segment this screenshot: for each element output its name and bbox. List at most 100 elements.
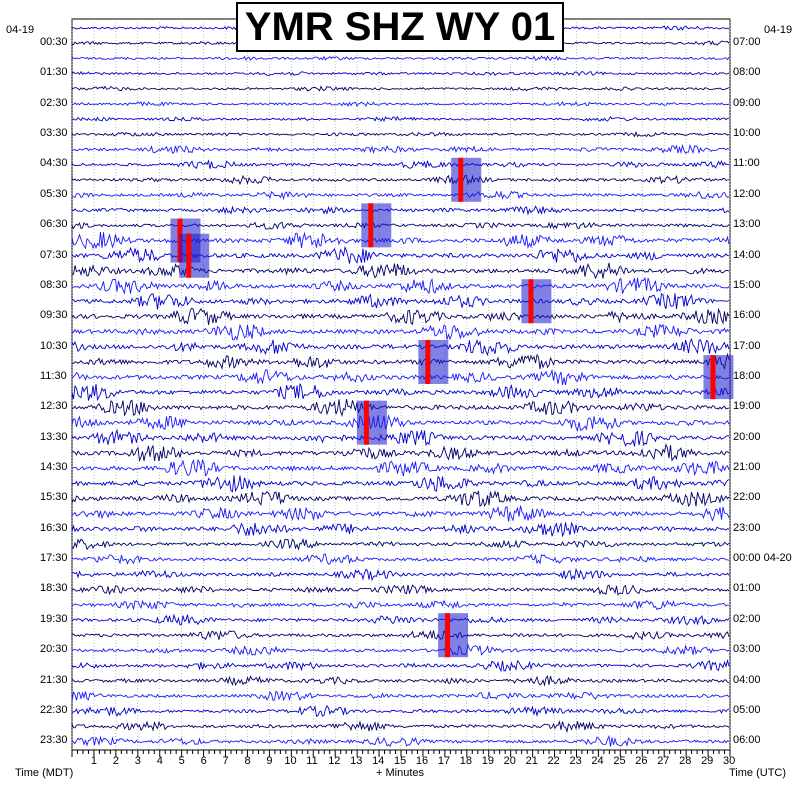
- right-time-label: 14:00: [733, 248, 761, 261]
- x-tick-label: 21: [525, 755, 538, 767]
- trace-row: [71, 443, 730, 462]
- x-tick-label: 29: [701, 755, 714, 767]
- seismic-traces: [71, 25, 730, 748]
- left-time-label: 14:30: [40, 461, 68, 474]
- trace-row: [71, 70, 730, 77]
- right-time-label: 02:00: [733, 612, 761, 625]
- x-tick-label: 10: [284, 755, 297, 767]
- right-time-label: 10:00: [733, 127, 761, 140]
- clipped-event: [363, 400, 369, 445]
- right-time-label: 11:00: [733, 157, 760, 170]
- trace-row: [71, 568, 730, 582]
- x-tick-label: 5: [178, 755, 185, 767]
- trace-row: [71, 475, 730, 493]
- x-tick-label: 18: [459, 755, 473, 767]
- trace-row: [71, 658, 730, 673]
- trace-row: [71, 130, 730, 138]
- event-burst: [361, 203, 392, 248]
- x-tick-label: 30: [723, 755, 736, 767]
- x-tick-label: 16: [415, 755, 429, 767]
- right-time-label: 18:00: [733, 369, 761, 382]
- left-time-label: 20:30: [40, 643, 68, 656]
- trace-row: [71, 613, 730, 626]
- right-time-label: 04:00: [733, 673, 761, 686]
- trace-row: [71, 720, 730, 734]
- x-tick-label: 13: [350, 755, 363, 767]
- left-time-label: 06:30: [40, 218, 68, 231]
- date-left: 04-19: [6, 24, 35, 36]
- right-time-label: 09:00: [733, 96, 761, 109]
- trace-row: [71, 553, 730, 565]
- x-tick-label: 1: [90, 755, 98, 767]
- left-time-label: 21:30: [40, 673, 68, 686]
- x-tick-label: 20: [503, 755, 516, 767]
- trace-row: [71, 458, 730, 477]
- x-tick-label: 24: [591, 755, 604, 767]
- right-time-label: 03:00: [733, 643, 761, 656]
- trace-row: [71, 383, 730, 402]
- right-time-label: 17:00: [733, 339, 761, 352]
- left-time-label: 01:30: [40, 66, 68, 79]
- x-tick-label: 15: [394, 755, 407, 767]
- trace-row: [71, 643, 730, 656]
- clipped-event: [528, 279, 534, 324]
- x-tick-label: 7: [222, 755, 229, 767]
- chart-title-box: YMR SHZ WY 01: [236, 2, 564, 52]
- clipped-events: [170, 157, 734, 658]
- trace-row: [71, 159, 730, 170]
- trace-row: [71, 307, 730, 326]
- left-time-label: 16:30: [40, 521, 68, 534]
- x-axis-ticks: [71, 750, 731, 757]
- x-tick-label: 3: [134, 755, 141, 767]
- trace-row: [71, 174, 730, 186]
- trace-row: [71, 85, 730, 92]
- trace-row: [71, 490, 730, 508]
- x-label-left: Time (MDT): [15, 767, 74, 779]
- event-burst: [179, 233, 210, 278]
- left-time-label: 23:30: [40, 734, 68, 747]
- left-time-label: 03:30: [40, 127, 68, 140]
- clipped-event: [710, 355, 716, 400]
- left-time-label: 15:30: [40, 491, 68, 504]
- left-time-label: 11:30: [40, 369, 67, 382]
- right-time-label: 21:00: [733, 461, 761, 474]
- left-time-label: 17:30: [40, 552, 68, 565]
- trace-row: [71, 399, 730, 417]
- right-time-label: 12:00: [733, 187, 761, 200]
- trace-row: [71, 584, 730, 596]
- left-time-label: 02:30: [40, 96, 68, 109]
- right-time-label: 13:00: [733, 218, 761, 231]
- x-tick-label: 17: [437, 755, 451, 767]
- trace-row: [71, 690, 730, 702]
- trace-row: [71, 323, 730, 341]
- trace-row: [71, 505, 730, 522]
- event-burst: [356, 400, 387, 445]
- x-tick-label: 28: [679, 755, 692, 767]
- trace-row: [71, 100, 730, 108]
- clipped-event: [368, 203, 374, 248]
- x-label-right: Time (UTC): [729, 767, 787, 779]
- left-time-label: 04:30: [40, 157, 68, 170]
- right-time-label: 08:00: [733, 66, 761, 79]
- right-time-label: 05:00: [733, 703, 761, 716]
- x-tick-label: 23: [569, 755, 582, 767]
- left-time-label: 07:30: [40, 248, 68, 261]
- x-tick-label: 12: [328, 755, 341, 767]
- left-time-label: 12:30: [40, 400, 68, 413]
- trace-row: [71, 352, 730, 370]
- trace-row: [71, 521, 730, 538]
- trace-row: [71, 292, 730, 310]
- left-time-label: 09:30: [40, 309, 68, 322]
- trace-row: [71, 337, 730, 357]
- left-time-label: 05:30: [40, 187, 68, 200]
- right-time-label: 19:00: [733, 400, 761, 413]
- trace-row: [71, 734, 730, 748]
- clipped-event: [445, 613, 451, 658]
- trace-row: [71, 428, 730, 447]
- trace-row: [71, 55, 730, 62]
- trace-row: [71, 368, 730, 385]
- clipped-event: [186, 233, 192, 278]
- trace-row: [71, 413, 730, 433]
- x-tick-label: 8: [244, 755, 251, 767]
